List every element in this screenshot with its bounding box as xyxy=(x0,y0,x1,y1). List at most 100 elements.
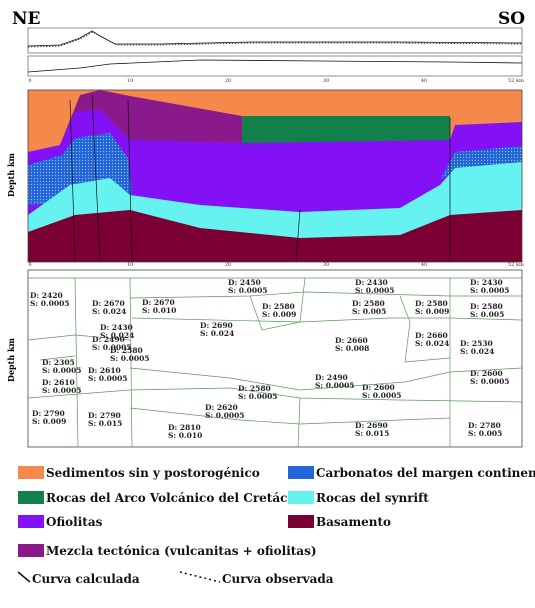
susceptibility-value: S: 0.009 xyxy=(415,307,449,316)
density-value: D: 2430 xyxy=(355,278,388,287)
scale-tick: 52 km xyxy=(508,262,524,268)
legend-swatch xyxy=(18,515,44,528)
observed-curve xyxy=(27,31,523,48)
scale-tick: 40 xyxy=(421,78,427,84)
susceptibility-value: S: 0.0005 xyxy=(42,386,82,395)
legend-swatch xyxy=(18,466,44,479)
scale-tick: 30 xyxy=(323,78,329,84)
legend-label: Ofiolitas xyxy=(46,515,103,529)
susceptibility-value: S: 0.024 xyxy=(460,347,494,356)
density-value: D: 2420 xyxy=(30,291,63,300)
susceptibility-value: S: 0.0005 xyxy=(470,286,510,295)
density-value: D: 2610 xyxy=(42,378,75,387)
density-value: D: 2490 xyxy=(92,335,125,344)
susceptibility-value: S: 0.0005 xyxy=(30,299,70,308)
density-value: D: 2580 xyxy=(262,302,295,311)
density-value: D: 2610 xyxy=(88,366,121,375)
density-value: D: 2580 xyxy=(238,384,271,393)
susceptibility-value: S: 0.008 xyxy=(335,344,369,353)
scale-tick: 10 xyxy=(127,262,133,268)
susceptibility-value: S: 0.0005 xyxy=(315,381,355,390)
scale-tick: 52 km xyxy=(508,78,524,84)
susceptibility-value: S: 0.0005 xyxy=(470,377,510,386)
scale-tick: 0 xyxy=(28,262,31,268)
susceptibility-value: S: 0.0005 xyxy=(238,392,278,401)
susceptibility-value: S: 0.0005 xyxy=(228,286,268,295)
density-value: D: 2660 xyxy=(415,331,448,340)
susceptibility-value: S: 0.005 xyxy=(352,307,386,316)
legend-swatch xyxy=(18,491,44,504)
scale-tick: 40 xyxy=(421,262,427,268)
legend-swatch xyxy=(288,515,314,528)
scale-tick: 30 xyxy=(323,262,329,268)
legend-swatch xyxy=(288,491,314,504)
legend-swatch xyxy=(18,544,44,557)
susceptibility-value: S: 0.005 xyxy=(468,429,502,438)
legend-label: Rocas del synrift xyxy=(316,491,429,505)
density-value: D: 2620 xyxy=(205,403,238,412)
depth-label: Depth km xyxy=(6,338,16,382)
density-value: D: 2600 xyxy=(470,369,503,378)
scale-tick: 0 xyxy=(28,78,31,84)
legend-label: Curva observada xyxy=(222,572,334,586)
density-value: D: 2670 xyxy=(92,299,125,308)
arc-rocks xyxy=(242,116,450,145)
profile-box xyxy=(27,55,523,77)
density-value: D: 2430 xyxy=(100,323,133,332)
density-value: D: 2780 xyxy=(468,421,501,430)
density-value: D: 2490 xyxy=(315,373,348,382)
legend-label: Mezcla tectónica (vulcanitas + ofiolitas… xyxy=(46,544,317,558)
so-label: SO xyxy=(498,9,525,29)
legend-calculated xyxy=(17,571,31,583)
susceptibility-value: S: 0.0005 xyxy=(92,343,132,352)
legend-observed xyxy=(179,571,221,583)
susceptibility-value: S: 0.024 xyxy=(92,307,126,316)
susceptibility-value: S: 0.009 xyxy=(262,310,296,319)
density-value: D: 2790 xyxy=(32,409,65,418)
density-value: D: 2690 xyxy=(355,421,388,430)
density-value: D: 2690 xyxy=(200,321,233,330)
profile-box xyxy=(27,27,523,54)
susceptibility-value: S: 0.024 xyxy=(200,329,234,338)
scale-tick: 20 xyxy=(225,78,231,84)
density-value: D: 2580 xyxy=(470,302,503,311)
scale-tick: 10 xyxy=(127,78,133,84)
density-section xyxy=(27,269,523,448)
density-value: D: 2450 xyxy=(228,278,261,287)
susceptibility-value: S: 0.015 xyxy=(88,419,122,428)
legend-label: Curva calculada xyxy=(32,572,140,586)
susceptibility-value: S: 0.010 xyxy=(142,306,176,315)
scale-tick: 20 xyxy=(225,262,231,268)
density-value: D: 2670 xyxy=(142,298,175,307)
susceptibility-value: S: 0.0005 xyxy=(110,354,150,363)
susceptibility-value: S: 0.0005 xyxy=(205,411,245,420)
density-value: D: 2530 xyxy=(460,339,493,348)
susceptibility-value: S: 0.024 xyxy=(100,331,134,340)
susceptibility-value: S: 0.010 xyxy=(168,431,202,440)
susceptibility-value: S: 0.015 xyxy=(355,429,389,438)
density-value: D: 2430 xyxy=(470,278,503,287)
depth-label: Depth km xyxy=(6,153,16,197)
susceptibility-value: S: 0.0005 xyxy=(355,286,395,295)
susceptibility-value: S: 0.024 xyxy=(415,339,449,348)
geologic-section xyxy=(27,89,523,263)
ne-label: NE xyxy=(12,9,41,29)
susceptibility-value: S: 0.009 xyxy=(32,417,66,426)
carbonates xyxy=(440,146,522,180)
density-value: D: 2580 xyxy=(110,346,143,355)
density-value: D: 2660 xyxy=(335,336,368,345)
susceptibility-value: S: 0.0005 xyxy=(42,366,82,375)
legend-label: Carbonatos del margen continental xyxy=(316,466,535,480)
susceptibility-value: S: 0.005 xyxy=(470,310,504,319)
density-value: D: 2790 xyxy=(88,411,121,420)
density-value: D: 2580 xyxy=(415,299,448,308)
density-value: D: 2600 xyxy=(362,383,395,392)
susceptibility-value: S: 0.0005 xyxy=(88,374,128,383)
legend-swatch xyxy=(288,466,314,479)
density-value: D: 2580 xyxy=(352,299,385,308)
basement xyxy=(28,210,522,262)
legend-label: Rocas del Arco Volcánico del Cretácico xyxy=(46,491,307,505)
legend-label: Basamento xyxy=(316,515,391,529)
density-value: D: 2810 xyxy=(168,423,201,432)
